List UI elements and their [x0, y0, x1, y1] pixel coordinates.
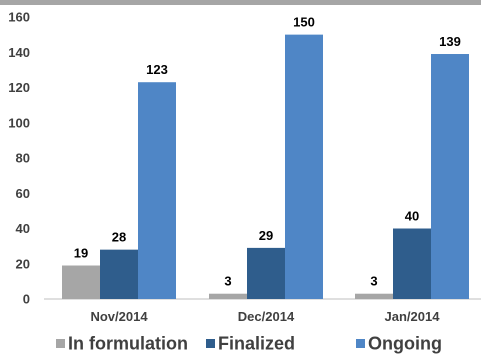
bar — [247, 247, 285, 299]
data-label: 3 — [370, 274, 377, 289]
legend-label: Ongoing — [368, 334, 442, 354]
x-tick-label: Dec/2014 — [238, 309, 295, 324]
y-axis-ticks: 0 20 40 60 80 100 120 140 160 — [8, 10, 30, 307]
x-axis-ticks: Nov/2014 Dec/2014 Jan/2014 — [90, 309, 440, 324]
y-tick-label: 160 — [8, 10, 30, 25]
y-tick-label: 140 — [8, 45, 30, 60]
bar — [138, 82, 176, 300]
data-label: 150 — [293, 15, 315, 30]
y-tick-label: 100 — [8, 115, 30, 130]
data-label: 139 — [439, 34, 461, 49]
legend-swatch — [56, 339, 65, 348]
legend-swatch — [356, 339, 365, 348]
bar — [209, 293, 247, 299]
bar — [100, 249, 138, 299]
data-label: 40 — [405, 209, 419, 224]
x-tick-label: Jan/2014 — [385, 309, 441, 324]
data-labels: 19 28 123 3 29 150 3 40 139 — [74, 15, 461, 289]
legend-label: Finalized — [218, 334, 295, 354]
bar — [285, 34, 323, 299]
y-tick-label: 80 — [16, 151, 30, 166]
y-tick-label: 40 — [16, 221, 30, 236]
y-tick-label: 0 — [23, 292, 30, 307]
y-tick-label: 20 — [16, 256, 30, 271]
x-tick-label: Nov/2014 — [90, 309, 148, 324]
data-label: 123 — [146, 62, 168, 77]
bar — [62, 265, 100, 299]
y-tick-label: 120 — [8, 80, 30, 95]
legend-label: In formulation — [68, 334, 188, 354]
bars — [62, 34, 469, 300]
data-label: 29 — [259, 228, 273, 243]
data-label: 3 — [224, 274, 231, 289]
bar — [393, 228, 431, 299]
bar — [355, 293, 393, 299]
data-label: 19 — [74, 246, 88, 261]
legend: In formulation Finalized Ongoing — [56, 334, 442, 354]
y-tick-label: 60 — [16, 186, 30, 201]
top-border-bar — [0, 0, 481, 5]
bar — [431, 54, 469, 300]
legend-swatch — [206, 339, 215, 348]
data-label: 28 — [112, 230, 126, 245]
